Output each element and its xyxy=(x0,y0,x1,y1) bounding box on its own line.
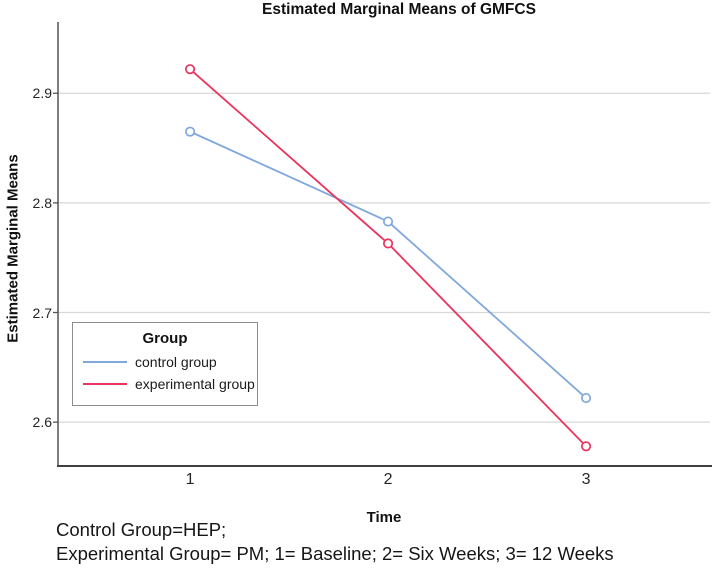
legend-title: Group xyxy=(142,330,188,347)
legend-item-label: control group xyxy=(135,354,217,370)
y-tick-label: 2.8 xyxy=(32,194,52,211)
data-point-marker xyxy=(383,238,394,249)
data-point-marker xyxy=(581,441,592,452)
x-axis-title: Time xyxy=(366,509,402,526)
legend-item-label: experimental group xyxy=(135,376,255,392)
x-tick-label: 1 xyxy=(185,471,195,488)
data-point-marker xyxy=(383,216,394,227)
chart-title: Estimated Marginal Means of GMFCS xyxy=(262,1,536,18)
plot-area xyxy=(53,22,712,467)
x-tick-label: 2 xyxy=(383,471,393,488)
y-tick-label: 2.6 xyxy=(32,414,52,431)
y-tick-label: 2.7 xyxy=(32,304,52,321)
legend: Group control group experimental group xyxy=(72,322,258,406)
legend-items: control group experimental group xyxy=(73,354,257,392)
legend-item: experimental group xyxy=(83,376,257,392)
footnote-line-2: Experimental Group= PM; 1= Baseline; 2= … xyxy=(56,542,614,564)
footnote-line-1: Control Group=HEP; xyxy=(56,519,227,540)
x-tick-label: 3 xyxy=(581,471,591,488)
legend-swatch-line xyxy=(83,383,127,385)
data-point-marker xyxy=(581,392,592,404)
footnote: Control Group=HEP; Experimental Group= P… xyxy=(56,518,614,565)
legend-swatch-line xyxy=(83,361,127,363)
data-point-marker xyxy=(185,126,196,137)
y-tick-label: 2.9 xyxy=(32,85,52,102)
legend-item: control group xyxy=(83,354,257,370)
data-point-marker xyxy=(185,64,196,75)
